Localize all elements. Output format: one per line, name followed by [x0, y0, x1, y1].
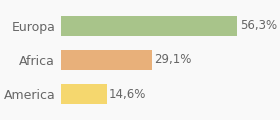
Text: 14,6%: 14,6% — [109, 88, 146, 101]
Bar — [61, 50, 152, 70]
Text: 56,3%: 56,3% — [240, 19, 277, 32]
Bar — [61, 16, 237, 36]
Bar — [61, 84, 107, 104]
Text: 29,1%: 29,1% — [155, 54, 192, 66]
